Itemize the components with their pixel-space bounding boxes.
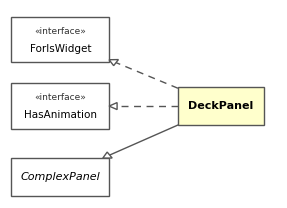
Text: HasAnimation: HasAnimation xyxy=(24,110,97,120)
Text: «interface»: «interface» xyxy=(34,27,86,36)
Polygon shape xyxy=(103,152,112,158)
Bar xyxy=(11,17,109,62)
Bar xyxy=(11,83,109,129)
Text: ForIsWidget: ForIsWidget xyxy=(30,44,91,54)
Bar xyxy=(178,87,264,125)
Text: ComplexPanel: ComplexPanel xyxy=(20,172,100,182)
Bar xyxy=(11,158,109,196)
Polygon shape xyxy=(109,103,117,110)
Text: «interface»: «interface» xyxy=(34,93,86,102)
Polygon shape xyxy=(109,59,119,66)
Text: DeckPanel: DeckPanel xyxy=(188,101,254,111)
